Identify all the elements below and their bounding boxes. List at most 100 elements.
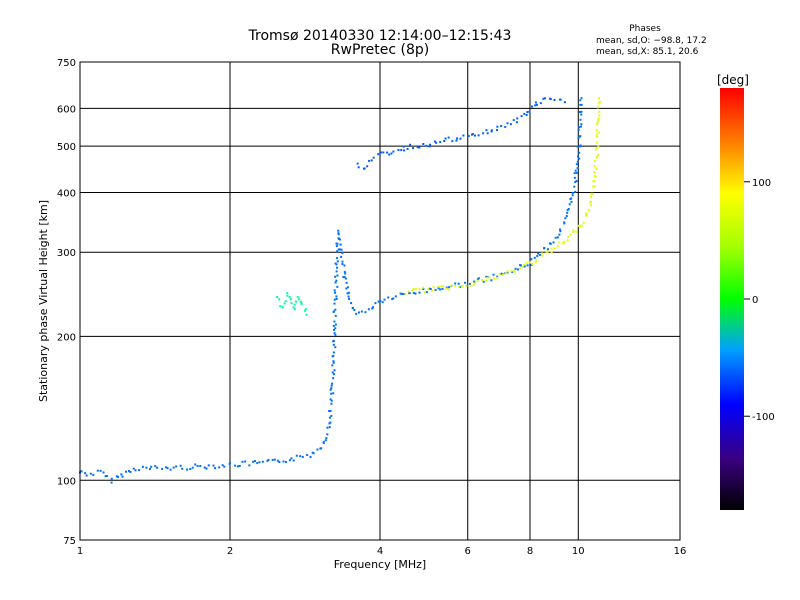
data-point [577, 224, 580, 227]
data-point [416, 146, 419, 149]
y-tick-label: 75 [63, 536, 76, 547]
data-point [597, 154, 600, 157]
data-point [409, 143, 412, 146]
data-point [573, 185, 576, 188]
data-point [161, 467, 164, 470]
data-point [533, 256, 536, 259]
data-point [578, 111, 581, 114]
data-point [288, 295, 291, 298]
data-point [304, 308, 307, 311]
data-point [512, 119, 515, 122]
data-point [351, 307, 354, 310]
data-point [490, 130, 493, 133]
data-point [218, 466, 221, 469]
data-point [194, 463, 197, 466]
data-point [509, 123, 512, 126]
data-point [566, 239, 569, 242]
data-point [437, 285, 440, 288]
data-point [496, 276, 499, 279]
data-point [565, 215, 568, 218]
data-point [597, 97, 600, 100]
y-tick-label: 600 [57, 104, 76, 115]
data-point [553, 247, 556, 250]
data-points [78, 97, 602, 484]
data-point [336, 266, 339, 269]
data-point [439, 288, 442, 291]
data-point [284, 461, 287, 464]
data-point [148, 467, 151, 470]
data-point [337, 248, 340, 251]
data-point [191, 466, 194, 469]
data-point [300, 302, 303, 305]
data-point [169, 468, 172, 471]
data-point [267, 458, 270, 461]
data-point [440, 285, 443, 288]
data-point [593, 171, 596, 174]
data-point [428, 145, 431, 148]
x-tick-label: 2 [227, 546, 233, 557]
data-point [455, 139, 458, 142]
data-point [104, 475, 107, 478]
data-point [433, 140, 436, 143]
data-point [528, 261, 531, 264]
data-point [344, 277, 347, 280]
data-point [229, 462, 232, 465]
data-point [335, 279, 338, 282]
data-point [368, 159, 371, 162]
data-point [530, 258, 533, 261]
data-point [374, 302, 377, 305]
y-tick-label: 400 [57, 188, 76, 199]
data-point [333, 298, 336, 301]
phase-stats-x: mean, sd,X: 85.1, 20.6 [596, 47, 699, 57]
data-point [343, 270, 346, 273]
data-point [523, 112, 526, 115]
data-point [579, 118, 582, 121]
data-point [334, 327, 337, 330]
data-point [207, 464, 210, 467]
data-point [517, 268, 520, 271]
data-point [401, 292, 404, 295]
data-point [429, 143, 432, 146]
colorbar [720, 88, 744, 510]
data-point [592, 185, 595, 188]
data-point [286, 294, 289, 297]
data-point [388, 153, 391, 156]
data-point [334, 333, 337, 336]
data-point [309, 455, 312, 458]
data-point [336, 285, 339, 288]
data-point [488, 276, 491, 279]
data-point [431, 290, 434, 293]
data-point [332, 310, 335, 313]
data-point [467, 134, 470, 137]
data-point [380, 151, 383, 154]
data-point [473, 280, 476, 283]
data-point [414, 292, 417, 295]
data-point [485, 129, 488, 132]
data-point [597, 144, 600, 147]
data-point [196, 464, 199, 467]
data-point [333, 289, 336, 292]
data-point [336, 274, 339, 277]
data-point [595, 147, 598, 150]
data-point [526, 264, 529, 267]
data-point [572, 230, 575, 233]
data-point [399, 292, 402, 295]
data-point [294, 300, 297, 303]
data-point [563, 101, 566, 104]
data-point [328, 416, 331, 419]
data-point [520, 115, 523, 118]
data-point [578, 126, 581, 129]
data-point [333, 328, 336, 331]
data-point [456, 137, 459, 140]
data-point [394, 295, 397, 298]
data-point [406, 148, 409, 151]
data-point [333, 369, 336, 372]
data-point [576, 145, 579, 148]
data-point [337, 232, 340, 235]
chart-title: Tromsø 20140330 12:14:00–12:15:43 [248, 28, 512, 44]
data-point [387, 296, 390, 299]
x-tick-label: 4 [377, 546, 383, 557]
data-point [141, 465, 144, 468]
data-point [290, 457, 293, 460]
data-point [492, 273, 495, 276]
